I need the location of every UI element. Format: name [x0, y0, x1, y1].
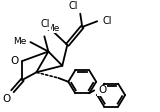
- Text: Cl: Cl: [69, 1, 78, 11]
- Text: Cl: Cl: [41, 19, 50, 29]
- Text: Cl: Cl: [102, 16, 112, 26]
- Text: O: O: [98, 85, 106, 95]
- Text: O: O: [2, 94, 10, 104]
- Text: Me: Me: [46, 24, 60, 33]
- Text: Me: Me: [13, 37, 26, 46]
- Text: O: O: [10, 56, 18, 66]
